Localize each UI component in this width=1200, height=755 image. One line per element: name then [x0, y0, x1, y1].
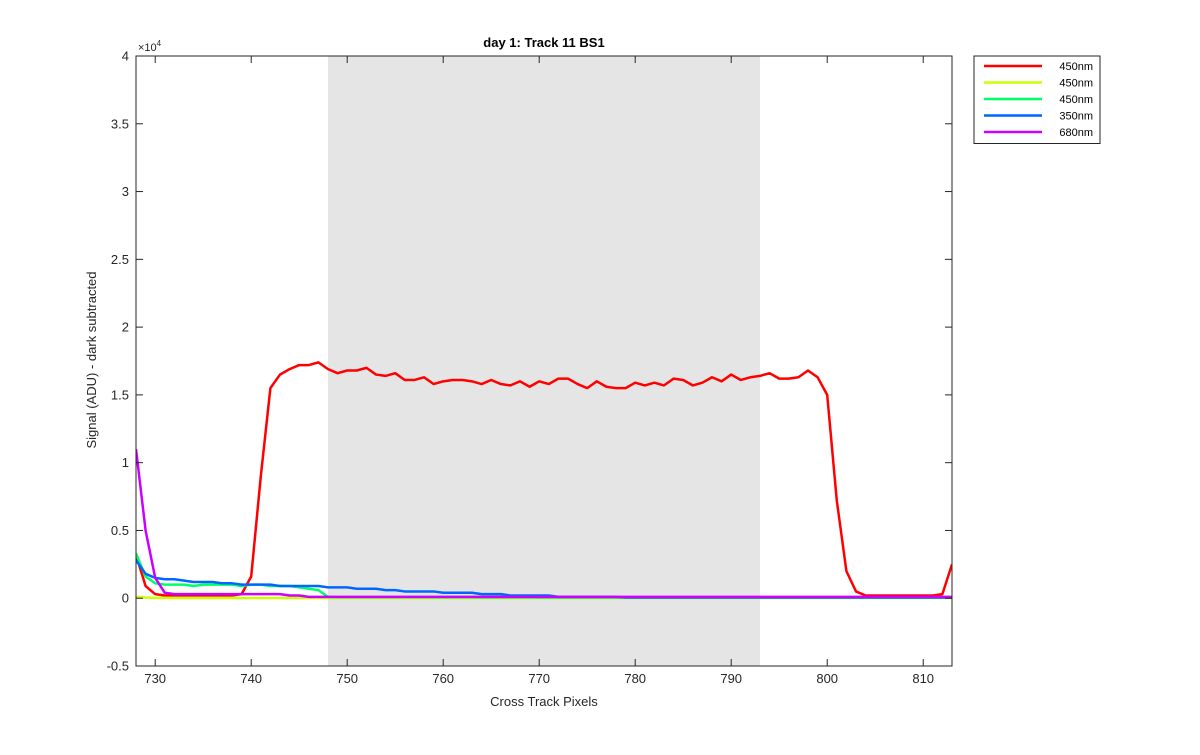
- legend-entry-label: 350nm: [1059, 111, 1093, 123]
- y-tick-label: 1.5: [111, 387, 129, 402]
- y-tick-label: 1: [122, 455, 129, 470]
- plot-frame: [135, 55, 953, 667]
- y-tick-label: 4: [122, 49, 129, 64]
- legend-entry-label: 450nm: [1059, 61, 1093, 73]
- x-tick-label: 750: [336, 671, 358, 686]
- legend-entry-label: 680nm: [1059, 127, 1093, 139]
- y-axis-exponent: ×104: [138, 39, 162, 54]
- x-tick-label: 800: [816, 671, 838, 686]
- series-line-1: [136, 361, 952, 597]
- chart-title: day 1: Track 11 BS1: [483, 35, 604, 50]
- x-tick-label: 780: [624, 671, 646, 686]
- x-tick-label: 810: [912, 671, 934, 686]
- x-axis-label: Cross Track Pixels: [490, 694, 598, 709]
- y-tick-label: 2.5: [111, 252, 129, 267]
- y-axis-label: Signal (ADU) - dark subtracted: [84, 271, 99, 448]
- x-tick-label: 770: [528, 671, 550, 686]
- y-tick-label: 3: [122, 184, 129, 199]
- y-tick-label: -0.5: [107, 659, 129, 674]
- y-tick-label: 2: [122, 320, 129, 335]
- legend: 450nm 450nm 450nm 350nm 680nm: [973, 55, 1101, 144]
- x-tick-label: 730: [144, 671, 166, 686]
- y-tick-label: 0: [122, 591, 129, 606]
- legend-entry-label: 450nm: [1059, 94, 1093, 106]
- y-tick-label: 0.5: [111, 523, 129, 538]
- shaded-region: [328, 56, 760, 666]
- legend-entry-label: 450nm: [1059, 78, 1093, 90]
- y-tick-label: 3.5: [111, 116, 129, 131]
- x-tick-label: 790: [720, 671, 742, 686]
- x-tick-label: 760: [432, 671, 454, 686]
- series-line-5: [136, 448, 952, 599]
- x-tick-label: 740: [240, 671, 262, 686]
